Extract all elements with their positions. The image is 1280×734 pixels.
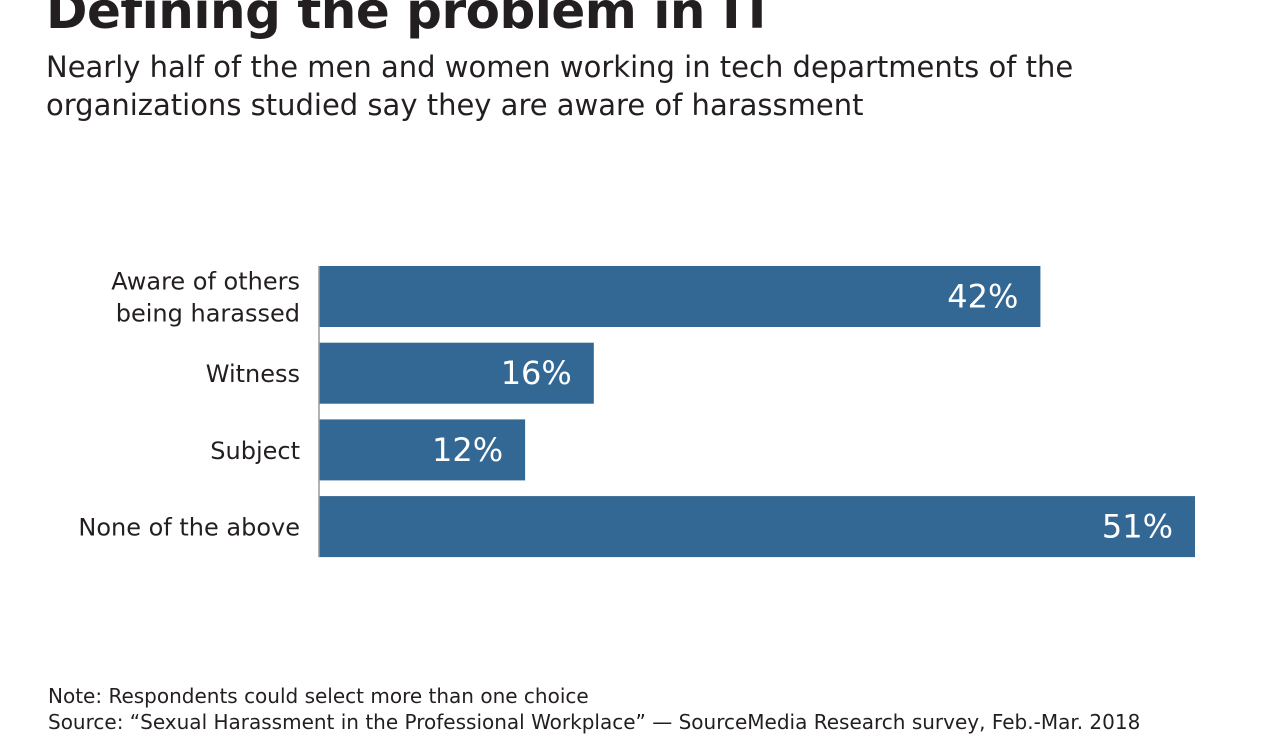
- category-label: None of the above: [78, 514, 300, 542]
- bar: [319, 419, 526, 481]
- bar-value-label: 42%: [947, 278, 1018, 316]
- chart-note: Note: Respondents could select more than…: [48, 684, 589, 708]
- chart-subtitle: Nearly half of the men and women working…: [46, 50, 1074, 122]
- bar: [319, 266, 1041, 327]
- bar-value-label: 16%: [501, 354, 572, 392]
- bar: [319, 496, 1195, 558]
- category-label: being harassed: [116, 300, 300, 328]
- bar-value-label: 12%: [432, 431, 503, 469]
- chart-source: Source: “Sexual Harassment in the Profes…: [48, 710, 1141, 734]
- category-label: Subject: [210, 437, 300, 465]
- chart-title: Defining the problem in IT: [46, 0, 774, 40]
- category-label: Witness: [206, 360, 300, 388]
- category-label: Aware of others: [111, 268, 300, 296]
- bar-value-label: 51%: [1102, 508, 1173, 546]
- bar: [319, 342, 594, 404]
